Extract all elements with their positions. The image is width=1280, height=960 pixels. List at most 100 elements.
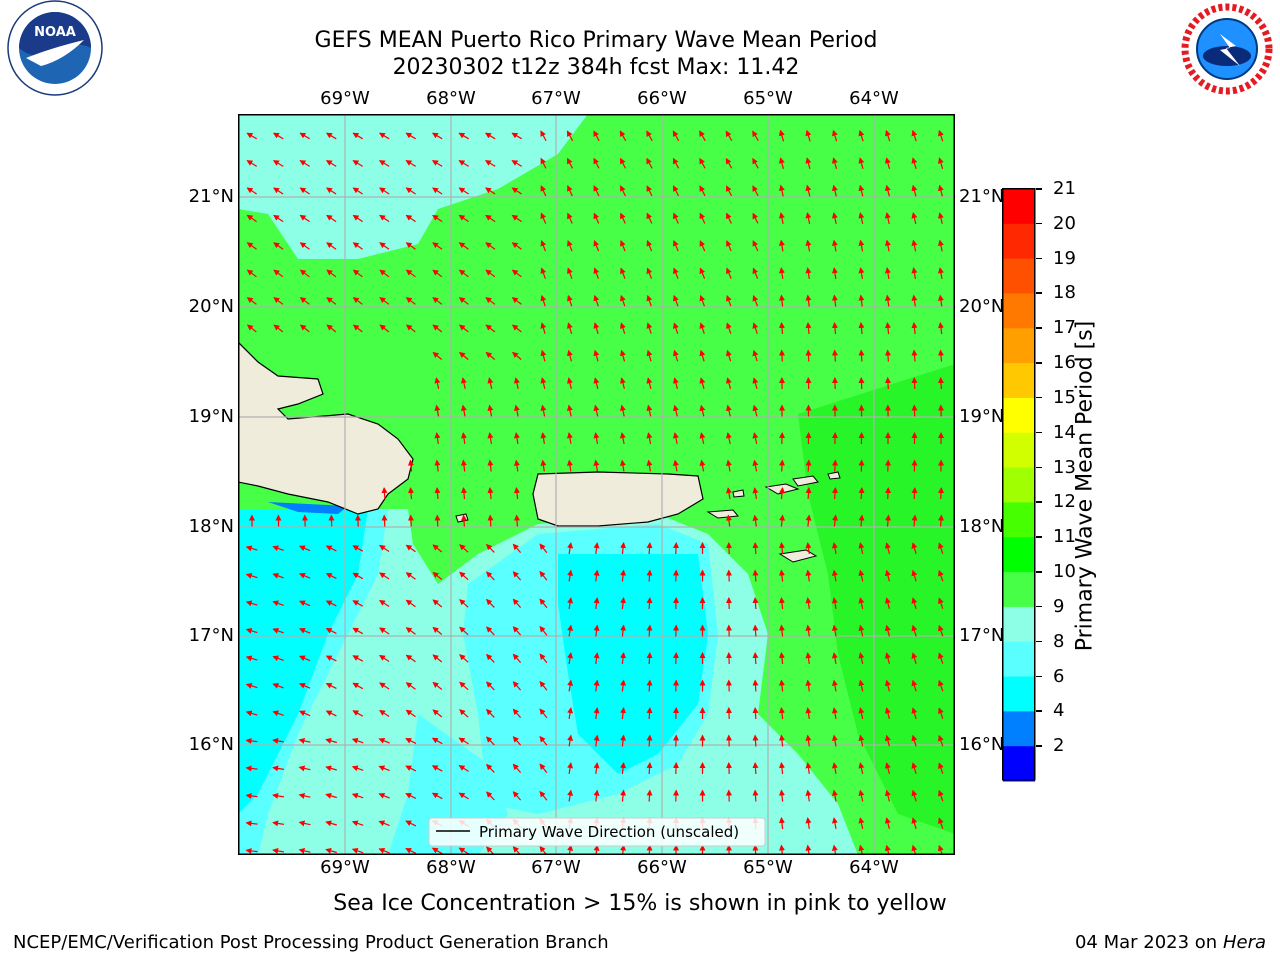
colorbar-segment	[1003, 711, 1035, 747]
wave-direction-arrow	[567, 844, 574, 854]
wave-direction-arrow	[778, 212, 785, 225]
wave-direction-arrow	[646, 404, 653, 417]
wave-direction-arrow	[884, 267, 891, 279]
wave-direction-arrow	[752, 459, 759, 472]
wave-direction-arrow	[405, 324, 416, 333]
colorbar-segment	[1003, 293, 1035, 329]
wave-direction-arrow	[884, 597, 891, 609]
wave-direction-arrow	[752, 377, 759, 389]
wave-direction-arrow	[540, 294, 547, 307]
wave-direction-arrow	[325, 820, 337, 827]
wave-direction-arrow	[298, 792, 311, 799]
colorbar-segment	[1003, 223, 1035, 260]
lat-tick-right: 21°N	[959, 186, 1005, 207]
colorbar-tick-label: 16	[1053, 352, 1076, 374]
wave-direction-arrow	[884, 569, 891, 582]
wave-direction-arrow	[405, 132, 417, 140]
wave-direction-arrow	[485, 351, 496, 360]
wave-direction-arrow	[325, 545, 337, 552]
wave-direction-arrow	[620, 542, 627, 555]
lon-tick-top: 69°W	[320, 88, 370, 109]
lat-tick-right: 18°N	[959, 516, 1005, 537]
lat-tick-right: 20°N	[959, 296, 1005, 317]
wave-direction-arrow	[646, 762, 653, 775]
wave-direction-arrow	[805, 212, 812, 225]
wave-direction-arrow	[937, 377, 944, 390]
wave-direction-arrow	[381, 514, 388, 527]
wave-direction-arrow	[937, 267, 944, 280]
wave-direction-arrow	[911, 322, 918, 335]
colorbar-tick-label: 19	[1053, 247, 1076, 269]
lat-tick-left: 17°N	[188, 625, 234, 646]
wave-direction-arrow	[487, 487, 494, 500]
colorbar-tick-label: 12	[1053, 491, 1076, 513]
wave-direction-arrow	[512, 736, 522, 746]
wave-direction-arrow	[911, 789, 918, 802]
wave-direction-arrow	[326, 214, 337, 223]
wave-direction-arrow	[273, 214, 284, 223]
wave-direction-arrow	[298, 600, 311, 607]
wave-direction-arrow	[567, 762, 574, 774]
wave-direction-arrow	[325, 160, 337, 167]
wave-direction-arrow	[620, 267, 626, 279]
wave-direction-arrow	[539, 653, 548, 664]
wave-direction-arrow	[352, 214, 363, 223]
wave-direction-arrow	[778, 679, 785, 692]
wave-direction-arrow	[432, 242, 443, 250]
noaa-logo-text: NOAA	[34, 25, 76, 40]
wave-direction-arrow	[805, 129, 812, 142]
wave-direction-arrow	[567, 212, 573, 224]
wave-direction-arrow	[405, 297, 416, 305]
wave-direction-arrow	[620, 707, 627, 720]
wave-direction-arrow	[458, 847, 469, 854]
land-anegada	[827, 471, 841, 480]
wave-direction-arrow	[326, 187, 337, 195]
wave-direction-arrow	[299, 160, 311, 167]
wave-direction-arrow	[884, 239, 891, 252]
wave-direction-arrow	[672, 377, 679, 389]
land-virgin-islands	[792, 475, 819, 487]
wave-direction-arrow	[325, 132, 337, 140]
wave-direction-arrow	[298, 573, 311, 579]
wave-direction-arrow	[486, 598, 495, 608]
wave-direction-arrow	[831, 267, 838, 279]
wave-direction-arrow	[672, 432, 679, 445]
wave-direction-arrow	[805, 707, 812, 719]
wave-direction-arrow	[458, 765, 469, 772]
wave-direction-arrow	[911, 817, 918, 829]
wave-direction-arrow	[884, 212, 891, 225]
colorbar-tick-label: 8	[1053, 630, 1065, 652]
wave-direction-arrow	[593, 239, 600, 252]
wave-direction-arrow	[884, 377, 891, 390]
wave-direction-arrow	[405, 793, 417, 799]
wave-direction-arrow	[884, 542, 891, 554]
wave-direction-arrow	[378, 848, 390, 854]
wave-direction-arrow	[540, 322, 547, 334]
wave-direction-arrow	[778, 267, 785, 279]
wave-direction-arrow	[620, 212, 626, 224]
wave-direction-arrow	[485, 214, 496, 223]
wave-direction-arrow	[619, 157, 627, 169]
wave-direction-arrow	[646, 597, 653, 610]
colorbar-tick-label: 13	[1053, 456, 1076, 478]
wave-direction-arrow	[325, 765, 337, 772]
wave-direction-arrow	[911, 349, 918, 362]
wave-direction-arrow	[938, 129, 944, 142]
wave-direction-arrow	[513, 404, 520, 417]
wave-direction-arrow	[831, 349, 838, 362]
wave-direction-arrow	[938, 679, 944, 692]
lat-tick-right: 19°N	[959, 406, 1005, 427]
wave-direction-arrow	[459, 681, 469, 691]
wave-direction-arrow	[245, 682, 258, 689]
wave-direction-arrow	[299, 324, 310, 333]
wave-direction-arrow	[567, 569, 574, 582]
wave-direction-arrow	[884, 157, 891, 169]
wave-direction-arrow	[858, 157, 865, 169]
wave-direction-arrow	[458, 737, 469, 745]
wave-direction-arrow	[620, 294, 626, 307]
wave-direction-arrow	[858, 349, 865, 362]
wave-direction-arrow	[831, 569, 838, 582]
wave-direction-arrow	[460, 432, 467, 444]
wave-direction-arrow	[752, 679, 759, 692]
colorbar-tick-label: 14	[1053, 421, 1076, 443]
